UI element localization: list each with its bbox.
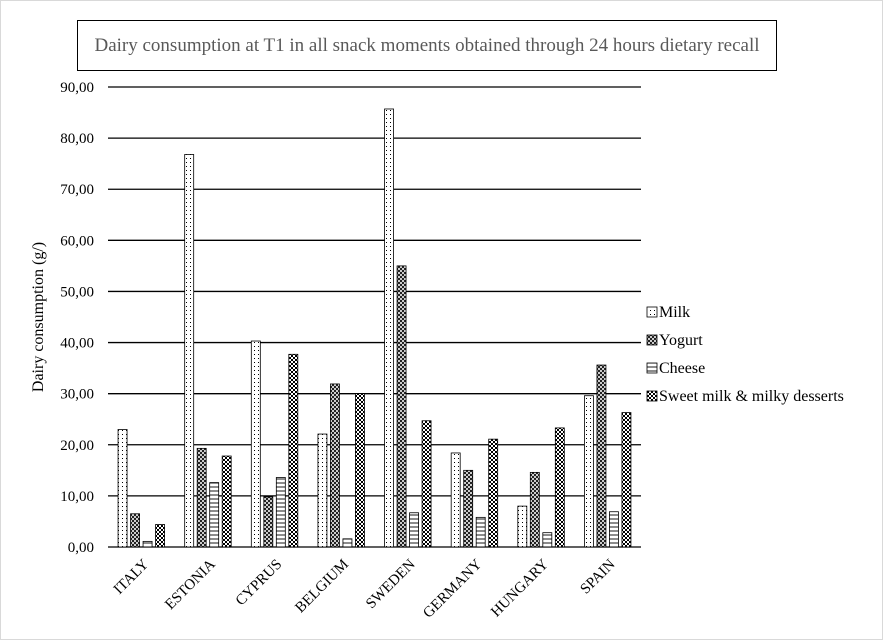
y-tick-label: 60,00 <box>60 233 94 249</box>
bar-cyprus-milk <box>250 340 261 548</box>
legend: Milk Yogurt Cheese Sweet milk & milky desse… <box>646 304 844 405</box>
bar-belgium-yogurt <box>330 383 340 548</box>
y-axis-label: Dairy consumption (g/) <box>30 242 47 392</box>
x-tick-label: CYPRUS <box>233 557 286 610</box>
y-tick-label: 0,00 <box>68 540 94 556</box>
x-tick-label: HUNGARY <box>488 556 552 620</box>
bar-estonia-cheese <box>209 482 220 548</box>
bar-sweden-milk <box>384 108 394 548</box>
legend-label: Yogurt <box>659 332 703 349</box>
legend-label: Milk <box>659 304 690 321</box>
bar-hungary-yogurt <box>529 471 540 548</box>
bar-germany-sweet-milk-milky-desserts <box>488 438 499 548</box>
y-tick-label: 70,00 <box>60 182 94 198</box>
bar-cyprus-cheese <box>275 477 286 548</box>
bar-hungary-cheese <box>542 532 553 548</box>
x-tick-label: ITALY <box>111 556 152 597</box>
legend-swatch <box>646 362 658 374</box>
y-tick-label: 90,00 <box>60 80 94 96</box>
x-tick-label: SWEDEN <box>363 556 419 612</box>
bar-spain-sweet-milk-milky-desserts <box>621 412 632 548</box>
y-tick-label: 40,00 <box>60 336 94 352</box>
bar-belgium-cheese <box>342 538 353 548</box>
bars <box>117 108 632 548</box>
x-tick-label: GERMANY <box>420 556 485 621</box>
bar-sweden-sweet-milk-milky-desserts <box>421 420 432 548</box>
bar-cyprus-sweet-milk-milky-desserts <box>288 353 299 548</box>
bar-spain-cheese <box>609 511 619 548</box>
chart-title: Dairy consumption at T1 in all snack mom… <box>94 35 760 56</box>
bar-hungary-sweet-milk-milky-desserts <box>554 427 565 548</box>
x-tick-label: BELGIUM <box>292 557 352 617</box>
y-tick-label: 20,00 <box>60 438 94 454</box>
legend-swatch <box>646 390 658 402</box>
legend-label: Cheese <box>659 360 705 377</box>
bar-belgium-milk <box>317 433 328 548</box>
bar-germany-milk <box>450 452 461 548</box>
bar-estonia-yogurt <box>196 447 207 548</box>
bar-italy-sweet-milk-milky-desserts <box>155 524 165 548</box>
chart-title-box: Dairy consumption at T1 in all snack mom… <box>77 20 777 71</box>
bar-germany-cheese <box>475 516 486 548</box>
legend-label: Sweet milk & milky desserts <box>659 388 844 405</box>
bar-italy-yogurt <box>130 513 140 548</box>
bar-italy-milk <box>117 429 128 548</box>
bar-belgium-sweet-milk-milky-desserts <box>355 393 365 548</box>
x-tick-label: SPAIN <box>578 556 619 597</box>
x-tick-label: ESTONIA <box>162 556 219 613</box>
bar-spain-milk <box>584 395 594 548</box>
legend-swatch <box>646 334 658 346</box>
bar-spain-yogurt <box>596 364 607 548</box>
bar-estonia-sweet-milk-milky-desserts <box>221 455 232 548</box>
legend-swatch <box>646 306 658 318</box>
y-tick-label: 10,00 <box>60 489 94 505</box>
y-tick-label: 30,00 <box>60 387 94 403</box>
gridlines <box>108 86 641 548</box>
bar-cyprus-yogurt <box>263 496 274 548</box>
bar-sweden-yogurt <box>396 265 407 548</box>
y-tick-label: 80,00 <box>60 131 94 147</box>
y-tick-label: 50,00 <box>60 284 94 300</box>
bar-germany-yogurt <box>463 469 474 548</box>
bar-estonia-milk <box>184 154 195 548</box>
bar-sweden-cheese <box>409 512 419 548</box>
bar-italy-cheese <box>142 540 153 548</box>
bar-hungary-milk <box>517 505 528 548</box>
